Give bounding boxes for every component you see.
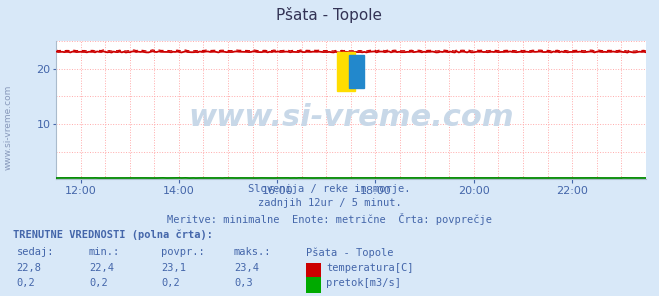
Text: 23,1: 23,1 (161, 263, 186, 274)
Text: Slovenija / reke in morje.: Slovenija / reke in morje. (248, 184, 411, 194)
Text: www.si-vreme.com: www.si-vreme.com (3, 85, 13, 170)
Text: zadnjih 12ur / 5 minut.: zadnjih 12ur / 5 minut. (258, 198, 401, 208)
Bar (337, 52, 355, 91)
Text: Meritve: minimalne  Enote: metrične  Črta: povprečje: Meritve: minimalne Enote: metrične Črta:… (167, 213, 492, 225)
Text: TRENUTNE VREDNOSTI (polna črta):: TRENUTNE VREDNOSTI (polna črta): (13, 229, 213, 240)
Text: pretok[m3/s]: pretok[m3/s] (326, 278, 401, 288)
Text: povpr.:: povpr.: (161, 247, 205, 257)
Text: www.si-vreme.com: www.si-vreme.com (188, 103, 514, 132)
Bar (349, 55, 364, 88)
Text: 0,3: 0,3 (234, 278, 252, 288)
Text: 23,4: 23,4 (234, 263, 259, 274)
Text: maks.:: maks.: (234, 247, 272, 257)
Text: 22,8: 22,8 (16, 263, 42, 274)
Text: 0,2: 0,2 (16, 278, 35, 288)
Text: 22,4: 22,4 (89, 263, 114, 274)
Text: min.:: min.: (89, 247, 120, 257)
Text: Pšata - Topole: Pšata - Topole (277, 7, 382, 23)
Text: 0,2: 0,2 (161, 278, 180, 288)
Text: Pšata - Topole: Pšata - Topole (306, 247, 394, 258)
Text: temperatura[C]: temperatura[C] (326, 263, 414, 274)
Text: sedaj:: sedaj: (16, 247, 54, 257)
Text: 0,2: 0,2 (89, 278, 107, 288)
